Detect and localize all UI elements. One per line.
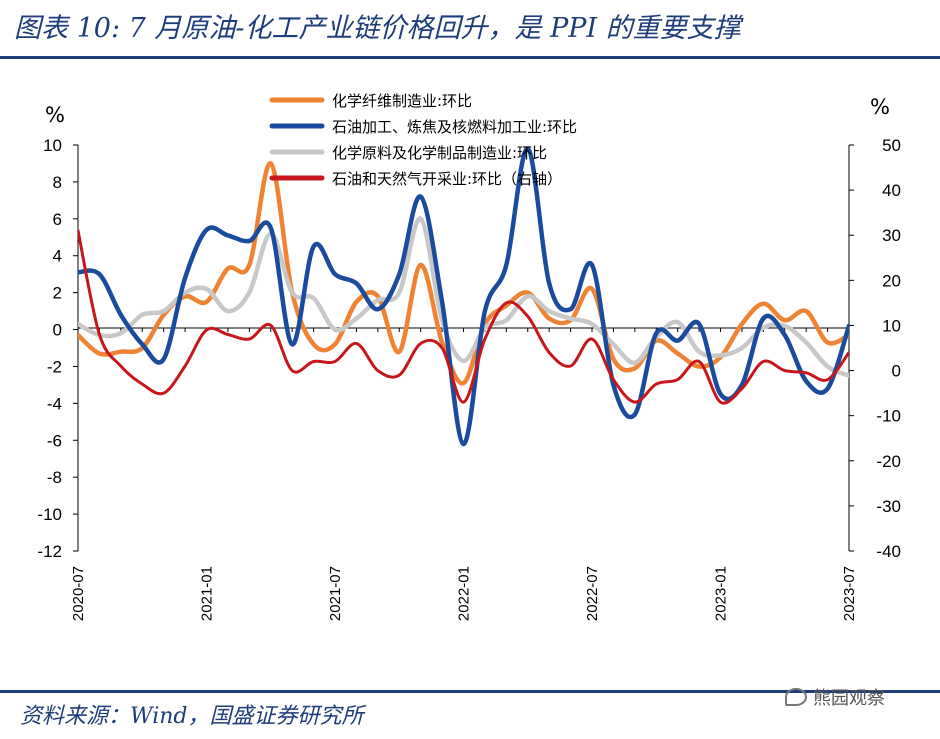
series-line	[78, 216, 849, 378]
wechat-icon	[785, 688, 807, 706]
x-tick-label: 2022-01	[456, 566, 473, 621]
x-tick-label: 2023-07	[841, 566, 858, 621]
right-y-tick-label: 10	[882, 316, 901, 335]
title-rule	[0, 56, 940, 59]
right-y-tick-label: -30	[876, 497, 901, 516]
series-line	[78, 229, 849, 405]
right-y-tick-label: -20	[876, 452, 901, 471]
watermark-text: 熊园观察	[813, 688, 885, 709]
left-y-tick-label: 0	[53, 321, 62, 340]
right-y-tick-label: 30	[882, 226, 901, 245]
left-y-tick-label: -12	[37, 542, 62, 561]
left-y-tick-label: -4	[47, 394, 62, 413]
x-tick-label: 2020-07	[70, 566, 87, 621]
legend-label: 石油加工、炼焦及核燃料加工业:环比	[332, 118, 577, 136]
x-tick-label: 2022-07	[584, 566, 601, 621]
left-y-tick-label: 6	[53, 210, 62, 229]
legend-label: 化学原料及化学制品制造业:环比	[332, 144, 547, 162]
left-y-tick-label: 2	[53, 284, 62, 303]
x-tick-label: 2021-01	[199, 566, 216, 621]
right-y-tick-label: 50	[882, 136, 901, 155]
right-y-tick-label: -10	[876, 407, 901, 426]
left-y-tick-label: -6	[47, 431, 62, 450]
legend-label: 石油和天然气开采业:环比（右轴）	[332, 170, 562, 188]
series-line	[78, 146, 849, 447]
right-y-tick-label: 40	[882, 181, 901, 200]
source-note: 资料来源：Wind，国盛证券研究所	[20, 704, 364, 729]
right-y-tick-label: 0	[892, 362, 901, 381]
right-y-tick-label: 20	[882, 271, 901, 290]
left-y-tick-label: 4	[53, 247, 62, 266]
left-y-tick-label: 8	[53, 173, 62, 192]
x-tick-label: 2021-07	[327, 566, 344, 621]
figure-title: 图表 10: 7 月原油-化工产业链价格回升，是 PPI 的重要支撑	[14, 13, 741, 44]
left-y-tick-label: -10	[37, 505, 62, 524]
x-tick-label: 2023-01	[713, 566, 730, 621]
left-y-tick-label: -2	[47, 357, 62, 376]
left-y-tick-label: 10	[43, 136, 62, 155]
dual-axis-line-chart: % % 1086420-2-4-6-8-10-1250403020100-10-…	[37, 92, 901, 621]
left-y-tick-label: -8	[47, 468, 62, 487]
watermark: 熊园观察	[785, 684, 885, 710]
right-y-tick-label: -40	[876, 542, 901, 561]
footer-rule	[0, 690, 940, 693]
right-axis-unit: %	[870, 95, 890, 119]
legend-label: 化学纤维制造业:环比	[332, 92, 472, 110]
left-axis-unit: %	[45, 103, 65, 127]
